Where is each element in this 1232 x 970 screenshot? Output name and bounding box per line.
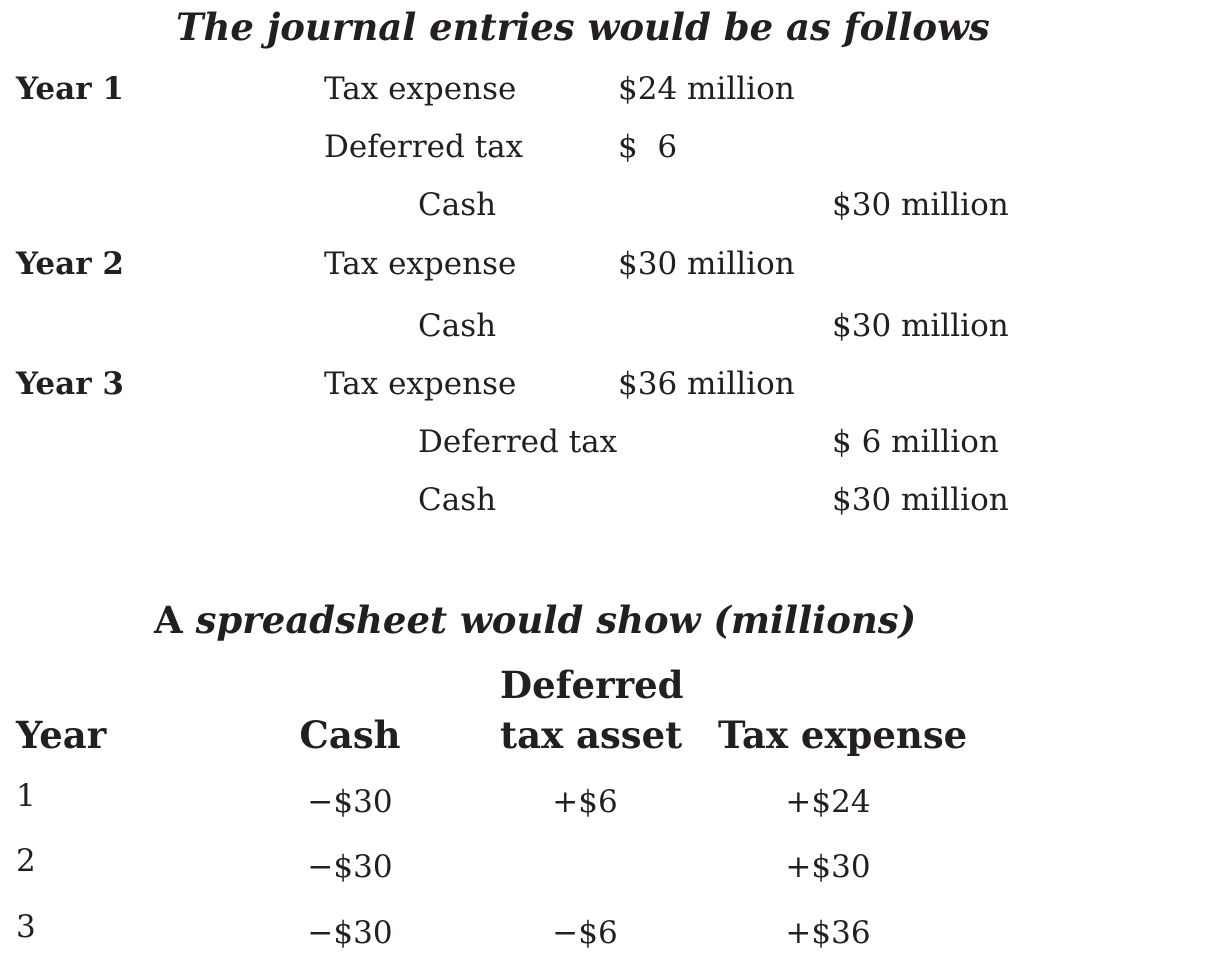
journal-account: Tax expense <box>324 246 517 282</box>
journal-year-label: Year 1 <box>16 71 124 107</box>
journal-credit: $ 6 million <box>832 424 999 460</box>
journal-line: Cash $30 million <box>0 311 1232 351</box>
spreadsheet-title-rest: spreadsheet would show (millions) <box>195 598 917 642</box>
cell-cash: −$30 <box>307 915 393 951</box>
journal-credit: $30 million <box>832 308 1009 344</box>
journal-line: Year 3 Tax expense $36 million <box>0 369 1232 409</box>
cell-cash: −$30 <box>307 784 393 820</box>
journal-year-label: Year 2 <box>16 246 124 282</box>
journal-credit: $30 million <box>832 187 1009 223</box>
journal-entries: Year 1 Tax expense $24 million Deferred … <box>0 74 1232 525</box>
journal-account: Deferred tax <box>418 424 618 460</box>
spreadsheet-title: A spreadsheet would show (millions) <box>154 602 916 639</box>
journal-line: Year 1 Tax expense $24 million <box>0 74 1232 114</box>
cell-tax-expense: +$36 <box>785 915 871 951</box>
journal-line: Deferred tax $ 6 <box>0 132 1232 172</box>
cell-year: 2 <box>16 843 36 879</box>
journal-line: Year 2 Tax expense $30 million <box>0 249 1232 289</box>
journal-credit: $30 million <box>832 482 1009 518</box>
journal-debit: $36 million <box>618 366 795 402</box>
header-tax-expense: Tax expense <box>718 713 968 757</box>
journal-line: Deferred tax $ 6 million <box>0 427 1232 467</box>
journal-account: Cash <box>418 308 497 344</box>
journal-account: Tax expense <box>324 366 517 402</box>
cell-cash: −$30 <box>307 849 393 885</box>
cell-year: 3 <box>16 909 36 945</box>
journal-debit: $ 6 <box>618 129 678 165</box>
journal-line: Cash $30 million <box>0 190 1232 230</box>
cell-tax-expense: +$30 <box>785 849 871 885</box>
journal-title: The journal entries would be as follows <box>176 5 990 49</box>
header-deferred-line1: Deferred <box>500 663 684 707</box>
cell-year: 1 <box>16 778 36 814</box>
cell-deferred-tax-asset: +$6 <box>552 784 618 820</box>
journal-debit: $30 million <box>618 246 795 282</box>
journal-year-label: Year 3 <box>16 366 124 402</box>
spreadsheet-title-prefix: A <box>154 598 196 642</box>
header-cash: Cash <box>299 713 401 757</box>
journal-account: Cash <box>418 187 497 223</box>
cell-deferred-tax-asset: −$6 <box>552 915 618 951</box>
cell-tax-expense: +$24 <box>785 784 871 820</box>
journal-debit: $24 million <box>618 71 795 107</box>
journal-account: Cash <box>418 482 497 518</box>
header-deferred-line2: tax asset <box>500 713 683 757</box>
header-year: Year <box>16 713 107 757</box>
journal-line: Cash $30 million <box>0 485 1232 525</box>
journal-account: Deferred tax <box>324 129 524 165</box>
journal-account: Tax expense <box>324 71 517 107</box>
